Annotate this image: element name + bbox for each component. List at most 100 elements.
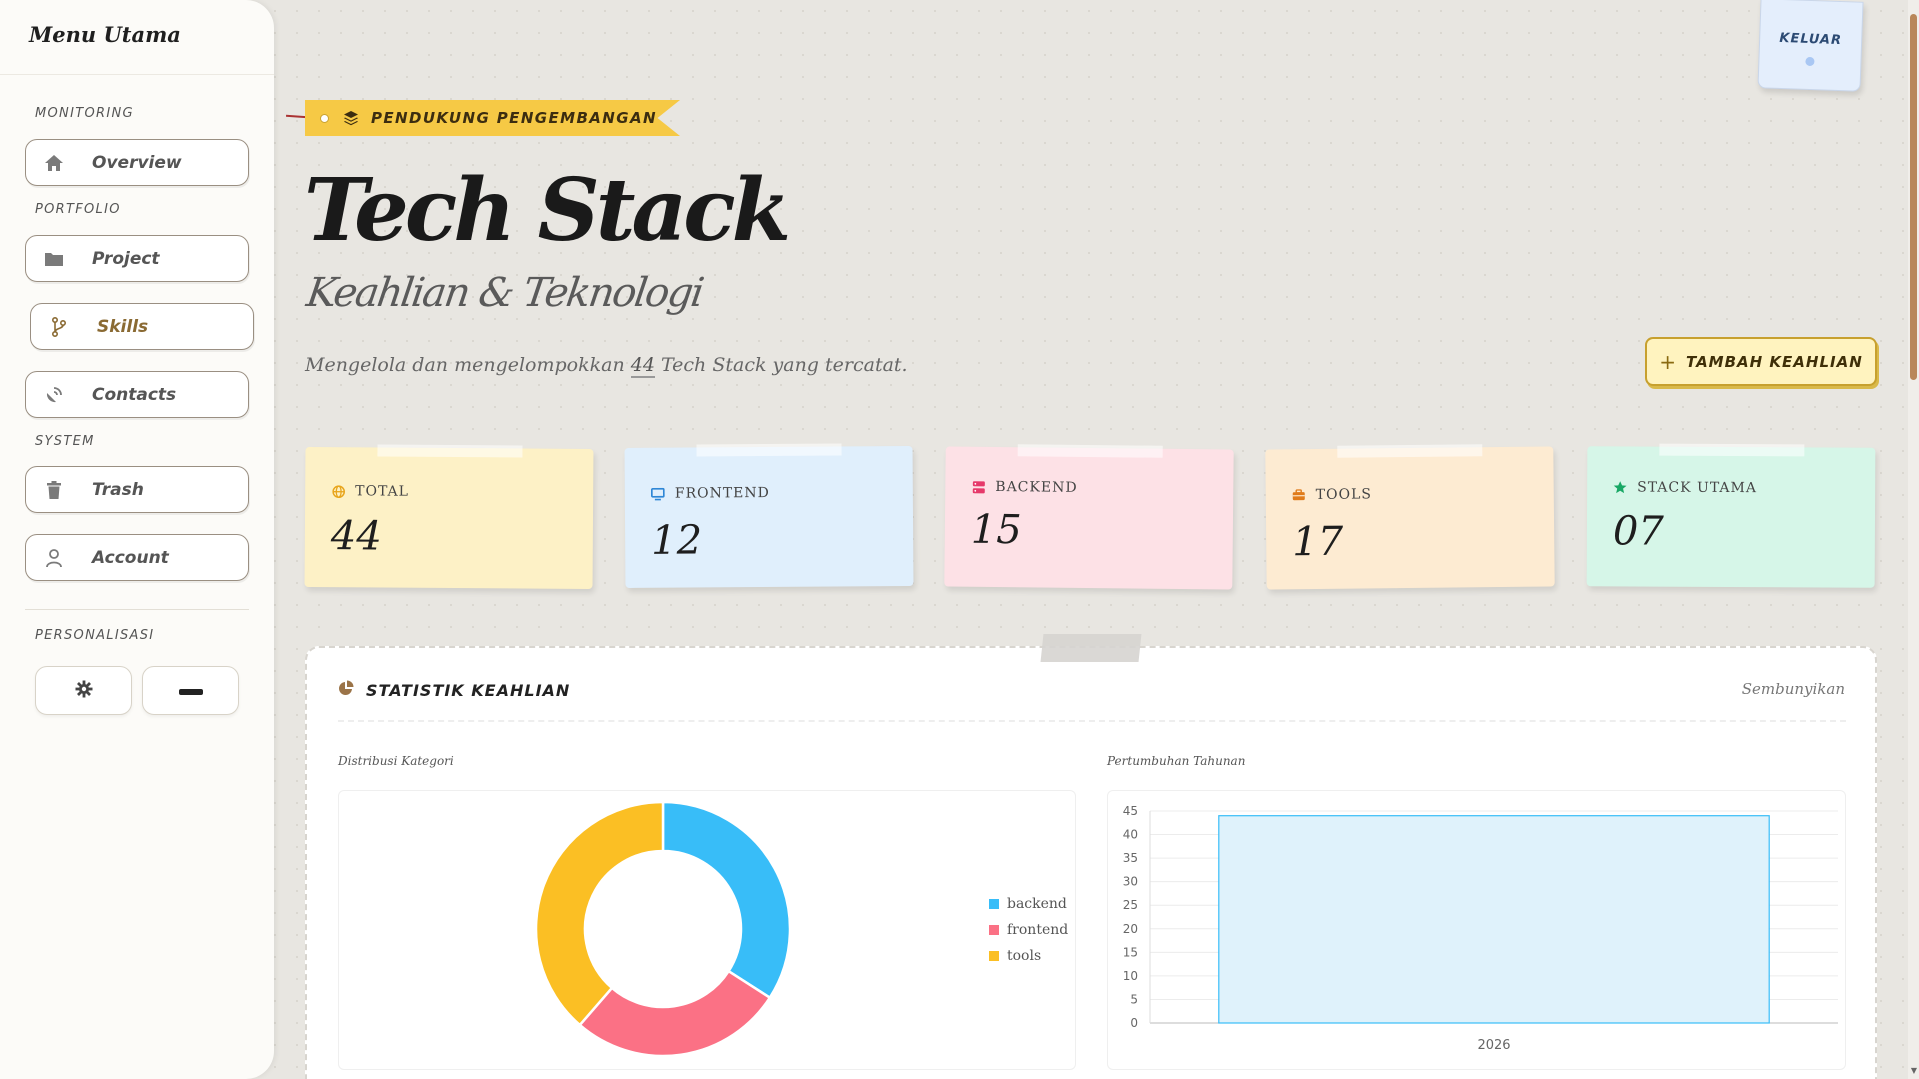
stat-value: 44 <box>330 513 382 560</box>
y-tick-label: 15 <box>1123 945 1138 959</box>
bar-chart: 0 5 10 15 20 25 30 35 40 45 2026 <box>1123 804 1838 1053</box>
add-skill-label: TAMBAH KEAHLIAN <box>1686 352 1863 371</box>
section-personalization: PERSONALISASI <box>35 628 155 643</box>
sidebar-item-overview[interactable]: Overview <box>25 139 249 186</box>
star-icon <box>1613 480 1627 494</box>
stat-label: TOTAL <box>355 483 410 500</box>
stat-card-main-stack: STACK UTAMA 07 <box>1586 443 1876 588</box>
scrollbar-thumb[interactable] <box>1910 14 1917 380</box>
pin-dot <box>1805 56 1815 67</box>
scrollbar-track[interactable] <box>1908 0 1919 1079</box>
bar-2026[interactable] <box>1218 815 1770 1024</box>
stat-value: 12 <box>651 517 703 564</box>
logout-label: KELUAR <box>1779 30 1843 49</box>
donut-chart <box>534 800 792 1058</box>
sidebar-item-contacts[interactable]: Contacts <box>25 371 249 418</box>
y-tick-label: 30 <box>1123 875 1138 889</box>
tag-hole <box>320 114 329 123</box>
donut-legend: backend frontend tools <box>989 891 1068 969</box>
description-count: 44 <box>630 354 655 378</box>
bar-chart-box: 0 5 10 15 20 25 30 35 40 45 2026 <box>1107 790 1846 1070</box>
sidebar-title: Menu Utama <box>29 22 181 47</box>
legend-item[interactable]: frontend <box>989 917 1068 943</box>
scroll-down-arrow[interactable]: ▼ <box>1910 1066 1918 1075</box>
dark-mode-button[interactable] <box>142 666 239 715</box>
legend-item[interactable]: tools <box>989 943 1068 969</box>
sidebar-item-account[interactable]: Account <box>25 534 249 581</box>
pie-chart-icon <box>338 680 354 700</box>
section-system: SYSTEM <box>35 434 95 449</box>
bar-chart-label: Pertumbuhan Tahunan <box>1107 754 1246 768</box>
sidebar-item-skills[interactable]: Skills <box>30 303 254 350</box>
stat-label: BACKEND <box>995 479 1078 496</box>
tag-label: PENDUKUNG PENGEMBANGAN <box>371 109 657 127</box>
card-tape <box>1659 443 1805 457</box>
trash-icon <box>44 480 64 500</box>
sidebar: Menu Utama MONITORING Overview PORTFOLIO… <box>0 0 274 1079</box>
sidebar-item-label: Contacts <box>92 384 177 405</box>
user-icon <box>44 548 64 568</box>
stat-label: TOOLS <box>1315 486 1373 503</box>
stat-value: 07 <box>1612 508 1664 555</box>
sidebar-item-label: Account <box>92 547 169 568</box>
y-tick-label: 5 <box>1130 992 1138 1006</box>
stat-card-total: TOTAL 44 <box>304 444 594 590</box>
legend-swatch <box>989 899 999 909</box>
hide-stats-link[interactable]: Sembunyikan <box>1741 680 1845 698</box>
y-tick-label: 0 <box>1130 1016 1138 1030</box>
home-icon <box>44 153 64 173</box>
sidebar-item-label: Project <box>92 248 160 269</box>
light-mode-button[interactable] <box>35 666 132 715</box>
layers-icon <box>343 110 359 126</box>
page-subtitle: Keahlian & Teknologi <box>303 270 706 316</box>
donut-chart-label: Distribusi Kategori <box>338 754 454 768</box>
git-branch-icon <box>49 316 69 337</box>
panel-tape <box>1040 634 1142 662</box>
y-tick-label: 20 <box>1123 922 1138 936</box>
description-text: Mengelola dan mengelompokkan <box>305 354 631 376</box>
donut-slice-backend[interactable] <box>661 800 792 1000</box>
y-tick-label: 40 <box>1123 828 1138 842</box>
sidebar-item-label: Skills <box>97 316 149 337</box>
card-tape <box>377 444 523 458</box>
donut-slice-tools[interactable] <box>534 800 665 1027</box>
x-tick-label: 2026 <box>1477 1038 1510 1053</box>
legend-item[interactable]: backend <box>989 891 1068 917</box>
card-tape <box>1017 444 1163 458</box>
donut-slice-frontend[interactable] <box>578 969 772 1058</box>
add-skill-button[interactable]: + TAMBAH KEAHLIAN <box>1645 337 1877 386</box>
section-portfolio: PORTFOLIO <box>35 202 121 217</box>
personalization-divider <box>25 609 249 610</box>
stat-value: 15 <box>970 506 1023 554</box>
toolbox-icon <box>1292 488 1306 502</box>
panel-title: STATISTIK KEAHLIAN <box>366 680 571 700</box>
gear-icon <box>74 679 94 703</box>
logout-button[interactable]: KELUAR <box>1757 0 1864 92</box>
panel-divider <box>338 720 1846 722</box>
sidebar-item-label: Trash <box>92 479 144 500</box>
stat-card-backend: BACKEND 15 <box>944 444 1234 590</box>
legend-swatch <box>989 951 999 961</box>
page-description: Mengelola dan mengelompokkan 44 Tech Sta… <box>305 354 908 378</box>
sidebar-item-project[interactable]: Project <box>25 235 249 282</box>
sidebar-item-label: Overview <box>92 152 182 173</box>
satellite-dish-icon <box>44 385 64 405</box>
y-tick-label: 45 <box>1123 804 1138 818</box>
plus-icon: + <box>1659 349 1676 374</box>
folder-icon <box>44 249 64 269</box>
legend-label: frontend <box>1007 922 1069 938</box>
monitor-icon <box>650 487 665 501</box>
description-text-end: Tech Stack yang tercatat. <box>654 354 908 376</box>
y-tick-label: 25 <box>1123 898 1138 912</box>
y-tick-label: 35 <box>1123 851 1138 865</box>
page-title: Tech Stack <box>304 160 791 261</box>
stat-label: FRONTEND <box>674 484 770 502</box>
stat-value: 17 <box>1292 518 1344 566</box>
server-icon <box>971 480 985 494</box>
sidebar-item-trash[interactable]: Trash <box>25 466 249 513</box>
globe-icon <box>331 484 345 498</box>
stat-card-tools: TOOLS 17 <box>1265 444 1555 590</box>
sidebar-divider <box>0 74 274 75</box>
stat-card-frontend: FRONTEND 12 <box>624 443 914 589</box>
stat-label: STACK UTAMA <box>1637 479 1758 497</box>
